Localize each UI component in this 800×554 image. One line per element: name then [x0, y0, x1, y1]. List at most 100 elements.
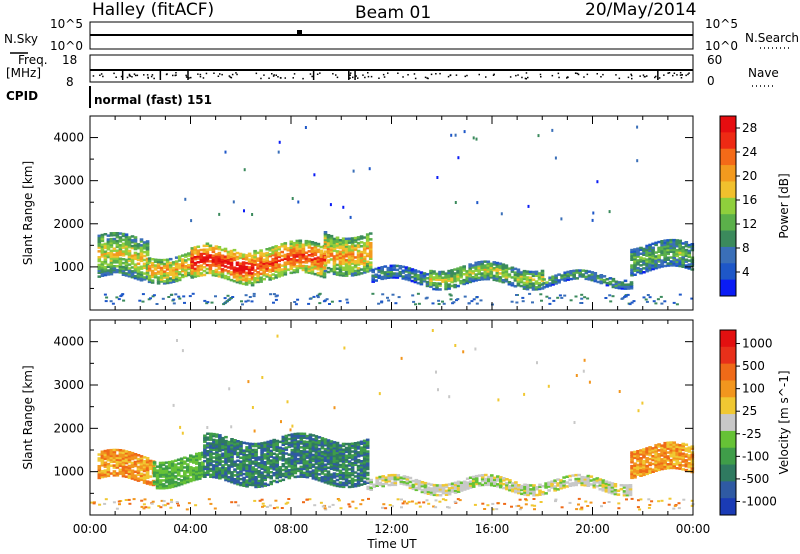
- range-cell: [221, 468, 225, 471]
- range-cell: [133, 276, 138, 280]
- range-cell: [148, 475, 153, 478]
- range-cell: [654, 251, 658, 254]
- range-cell: [533, 508, 536, 511]
- range-cell: [681, 248, 685, 251]
- range-cell: [562, 482, 566, 485]
- range-cell: [320, 478, 325, 481]
- nave-dot: [540, 76, 542, 78]
- range-cell: [353, 236, 358, 240]
- range-cell: [158, 473, 163, 476]
- range-cell: [115, 464, 120, 467]
- range-cell: [575, 271, 579, 274]
- range-cell: [584, 500, 588, 503]
- range-cell: [471, 475, 476, 479]
- range-cell: [230, 457, 234, 460]
- range-cell: [130, 465, 135, 469]
- range-cell: [678, 457, 682, 461]
- range-cell: [277, 259, 281, 263]
- range-cell: [329, 252, 334, 255]
- range-cell: [672, 441, 676, 444]
- range-cell: [672, 244, 676, 248]
- range-cell: [173, 469, 178, 472]
- range-cell: [598, 484, 603, 487]
- range-cell: [248, 446, 252, 449]
- range-cell: [271, 250, 275, 253]
- range-cell: [184, 253, 188, 256]
- range-cell: [566, 274, 570, 277]
- range-cell: [347, 452, 352, 455]
- range-cell: [109, 257, 114, 260]
- range-cell: [290, 464, 295, 467]
- range-cell: [468, 476, 473, 479]
- range-cell: [252, 292, 256, 295]
- range-cell: [323, 250, 328, 253]
- range-cell: [537, 281, 542, 285]
- range-cell: [235, 269, 240, 272]
- range-cell: [513, 279, 518, 282]
- range-cell: [510, 300, 514, 303]
- range-cell: [628, 303, 632, 306]
- range-cell: [456, 277, 460, 280]
- range-cell: [262, 266, 266, 269]
- range-cell: [305, 450, 310, 453]
- range-cell: [519, 275, 524, 278]
- range-cell: [206, 452, 210, 455]
- range-cell: [681, 259, 685, 263]
- nave-dot: [676, 74, 678, 76]
- range-cell: [164, 473, 169, 476]
- range-cell: [628, 491, 633, 495]
- range-cell: [332, 441, 337, 444]
- range-cell: [542, 278, 546, 281]
- range-cell: [265, 267, 269, 270]
- range-cell: [589, 475, 594, 478]
- range-cell: [266, 456, 270, 459]
- range-cell: [274, 499, 278, 502]
- range-cell: [648, 457, 652, 461]
- range-cell: [474, 482, 479, 486]
- range-cell: [553, 481, 557, 484]
- range-cell: [314, 454, 319, 458]
- range-cell: [118, 238, 123, 241]
- range-cell: [112, 466, 117, 469]
- range-cell: [498, 272, 503, 275]
- nave-dot: [646, 75, 648, 77]
- range-cell: [174, 275, 179, 279]
- range-cell: [314, 452, 319, 456]
- range-cell: [145, 470, 150, 474]
- range-cell: [298, 264, 303, 268]
- range-cell: [362, 441, 367, 445]
- range-cell: [329, 258, 334, 261]
- range-cell: [690, 244, 695, 248]
- range-cell: [681, 257, 685, 261]
- range-cell: [262, 262, 266, 265]
- range-cell: [274, 252, 278, 256]
- range-cell: [322, 274, 327, 277]
- range-cell: [147, 280, 152, 284]
- range-cell: [151, 500, 155, 503]
- range-cell: [224, 451, 228, 454]
- range-cell: [492, 278, 497, 282]
- range-cell: [645, 460, 649, 464]
- range-cell: [296, 446, 301, 449]
- range-cell: [153, 276, 158, 279]
- range-cell: [244, 281, 249, 284]
- range-cell: [109, 458, 114, 462]
- range-cell: [269, 449, 273, 453]
- range-cell: [344, 470, 349, 473]
- range-cell: [310, 258, 315, 261]
- range-cell: [164, 486, 169, 490]
- range-cell: [329, 238, 334, 242]
- range-cell: [278, 473, 282, 477]
- range-cell: [577, 497, 581, 500]
- range-cell: [592, 480, 597, 483]
- nave-dot: [364, 76, 366, 79]
- range-cell: [630, 248, 634, 252]
- range-cell: [209, 448, 213, 451]
- range-cell: [106, 246, 111, 249]
- range-cell: [103, 457, 108, 461]
- range-cell: [437, 303, 441, 305]
- range-cell: [186, 471, 190, 474]
- range-cell: [297, 200, 300, 204]
- range-cell: [660, 245, 664, 249]
- range-cell: [271, 265, 275, 269]
